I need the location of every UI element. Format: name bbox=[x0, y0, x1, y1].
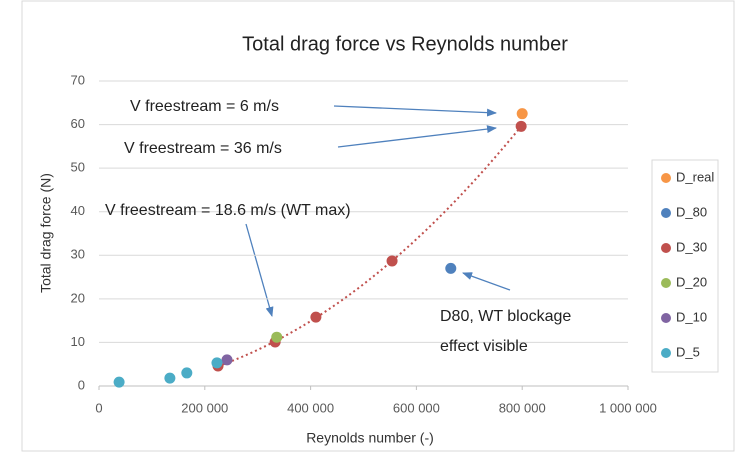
chart-frame bbox=[21, 0, 735, 452]
point bbox=[271, 331, 283, 343]
legend-label: D_20 bbox=[676, 274, 707, 289]
y-axis-label: Total drag force (N) bbox=[38, 173, 54, 293]
legend-marker bbox=[661, 313, 671, 323]
point bbox=[445, 262, 457, 274]
point bbox=[181, 367, 193, 379]
legend-box bbox=[651, 159, 719, 373]
arrow bbox=[462, 272, 511, 291]
x-tick-label: 200 000 bbox=[181, 400, 228, 415]
point bbox=[113, 376, 125, 388]
legend-label: D_real bbox=[676, 169, 714, 184]
y-tick-label: 70 bbox=[71, 72, 85, 87]
point bbox=[515, 120, 527, 132]
y-tick-label: 30 bbox=[71, 247, 85, 262]
annotation: V freestream = 6 m/s bbox=[130, 98, 279, 115]
arrow bbox=[245, 223, 274, 317]
legend-marker bbox=[661, 348, 671, 358]
arrow bbox=[333, 105, 497, 117]
x-tick-label: 0 bbox=[95, 400, 102, 415]
legend-label: D_10 bbox=[676, 309, 707, 324]
point bbox=[221, 354, 233, 366]
point bbox=[310, 311, 322, 323]
x-tick-label: 600 000 bbox=[393, 400, 440, 415]
legend-label: D_80 bbox=[676, 204, 707, 219]
y-tick-label: 0 bbox=[78, 377, 85, 392]
x-tick-label: 400 000 bbox=[287, 400, 334, 415]
legend-label: D_5 bbox=[676, 344, 700, 359]
point bbox=[164, 372, 176, 384]
point bbox=[516, 108, 528, 120]
x-axis-label: Reynolds number (-) bbox=[306, 430, 434, 446]
x-tick-label: 800 000 bbox=[499, 400, 546, 415]
annotation: effect visible bbox=[440, 338, 528, 355]
y-tick-label: 10 bbox=[71, 334, 85, 349]
annotation: V freestream = 18.6 m/s (WT max) bbox=[105, 202, 351, 219]
annotation: D80, WT blockage bbox=[440, 308, 571, 325]
legend-marker bbox=[661, 243, 671, 253]
legend-marker bbox=[661, 173, 671, 183]
trendline bbox=[217, 125, 522, 368]
annotation: V freestream = 36 m/s bbox=[124, 140, 282, 157]
y-tick-label: 50 bbox=[71, 160, 85, 175]
arrow bbox=[337, 125, 497, 148]
point bbox=[211, 357, 223, 369]
y-tick-label: 40 bbox=[71, 203, 85, 218]
legend-label: D_30 bbox=[676, 239, 707, 254]
chart-title: Total drag force vs Reynolds number bbox=[242, 33, 568, 55]
point bbox=[386, 255, 398, 267]
x-tick-label: 1 000 000 bbox=[599, 400, 657, 415]
y-tick-label: 60 bbox=[71, 116, 85, 131]
legend-marker bbox=[661, 278, 671, 288]
legend-marker bbox=[661, 208, 671, 218]
y-tick-label: 20 bbox=[71, 290, 85, 305]
